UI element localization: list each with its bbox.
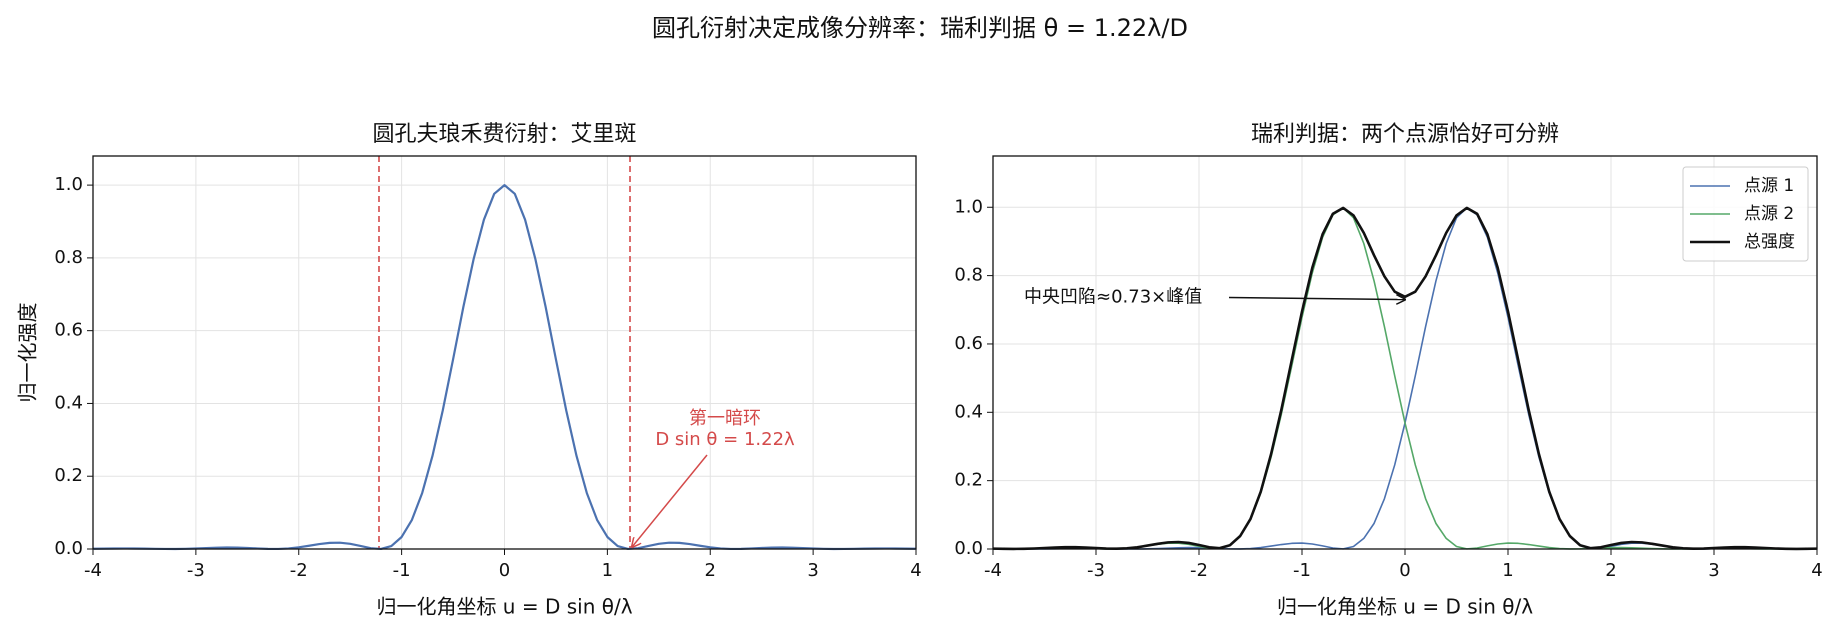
- x-tick-label: 2: [705, 560, 716, 581]
- y-tick-label: 0.8: [54, 247, 83, 268]
- y-tick-label: 0.8: [954, 265, 983, 286]
- y-tick-label: 0.2: [54, 465, 83, 486]
- y-tick-label: 0.4: [54, 392, 83, 413]
- y-tick-label: 0.6: [954, 333, 983, 354]
- x-tick-label: 4: [1811, 560, 1822, 581]
- y-tick-label: 1.0: [54, 174, 83, 195]
- y-tick-label: 0.2: [954, 470, 983, 491]
- x-tick-label: -1: [1293, 560, 1311, 581]
- legend-label: 点源 2: [1744, 204, 1794, 224]
- y-tick-label: 0.6: [54, 320, 83, 341]
- axes-frame: [992, 155, 1818, 550]
- x-tick-label: 3: [1708, 560, 1719, 581]
- y-tick-label: 0.4: [954, 401, 983, 422]
- x-tick-label: -2: [290, 560, 308, 581]
- y-tick-label: 0.0: [54, 538, 83, 559]
- x-tick-label: 0: [499, 560, 510, 581]
- annotation-text: 第一暗环: [689, 408, 761, 429]
- x-tick-label: -4: [84, 560, 102, 581]
- x-tick-label: 3: [807, 560, 818, 581]
- y-axis-label: 归一化强度: [16, 303, 40, 403]
- x-tick-label: -3: [1087, 560, 1105, 581]
- x-tick-label: 2: [1605, 560, 1616, 581]
- x-tick-label: -3: [187, 560, 205, 581]
- legend-label: 总强度: [1744, 232, 1795, 252]
- x-axis-label: 归一化角坐标 u = D sin θ/λ: [376, 595, 632, 619]
- chart-title: 瑞利判据：两个点源恰好可分辨: [1251, 122, 1559, 147]
- x-tick-label: -2: [1190, 560, 1208, 581]
- annotation-text: D sin θ = 1.22λ: [655, 429, 795, 450]
- x-tick-label: -4: [984, 560, 1002, 581]
- x-tick-label: 0: [1399, 560, 1410, 581]
- x-tick-label: 1: [1502, 560, 1513, 581]
- annotation-arrow: [632, 454, 708, 547]
- legend-label: 点源 1: [1744, 176, 1794, 196]
- x-tick-label: 1: [602, 560, 613, 581]
- axes-frame: [92, 155, 917, 550]
- annotation-arrow: [1228, 298, 1405, 300]
- figure-title: 圆孔衍射决定成像分辨率：瑞利判据 θ = 1.22λ/D: [652, 14, 1188, 42]
- x-axis-label: 归一化角坐标 u = D sin θ/λ: [1277, 595, 1533, 619]
- y-tick-label: 1.0: [954, 196, 983, 217]
- y-tick-label: 0.0: [954, 538, 983, 559]
- annotation-text: 中央凹陷≈0.73×峰值: [1024, 287, 1202, 308]
- legend-box: [1682, 166, 1809, 262]
- chart-title: 圆孔夫琅禾费衍射：艾里斑: [372, 122, 636, 147]
- x-tick-label: 4: [910, 560, 921, 581]
- x-tick-label: -1: [393, 560, 411, 581]
- line: [92, 184, 917, 551]
